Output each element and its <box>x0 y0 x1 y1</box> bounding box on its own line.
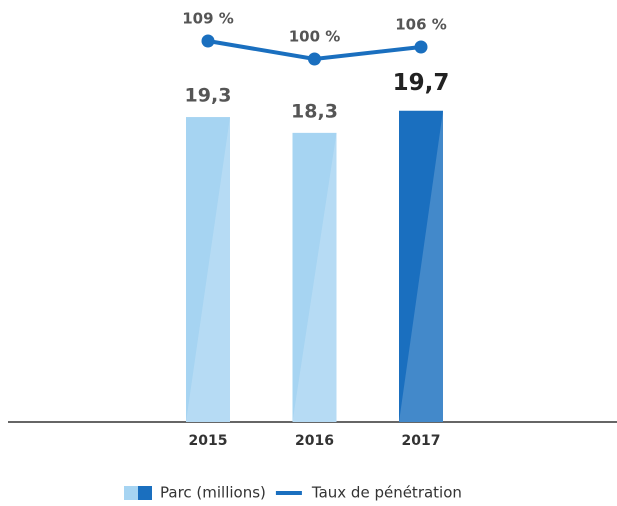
bar <box>186 117 230 422</box>
bar <box>292 132 337 423</box>
legend-swatch <box>138 486 152 500</box>
bar-shade <box>399 110 443 423</box>
value-label: 100 % <box>289 28 341 46</box>
legend-label: Taux de pénétration <box>311 484 462 502</box>
line-point <box>414 40 428 54</box>
value-label: 106 % <box>395 16 447 34</box>
legend-label: Parc (millions) <box>160 484 266 502</box>
line-point <box>201 34 215 48</box>
bar-shade <box>292 132 337 423</box>
value-label: 19,3 <box>185 85 232 107</box>
value-label: 18,3 <box>291 100 338 122</box>
value-label: 109 % <box>182 10 234 28</box>
bar-shade <box>186 117 230 422</box>
legend-swatch <box>124 486 138 500</box>
x-tick-label: 2015 <box>189 433 228 449</box>
value-label: 19,7 <box>393 70 450 96</box>
line-point <box>308 52 321 66</box>
x-tick-label: 2016 <box>295 433 334 449</box>
x-tick-label: 2017 <box>402 433 441 449</box>
bar <box>399 110 443 423</box>
